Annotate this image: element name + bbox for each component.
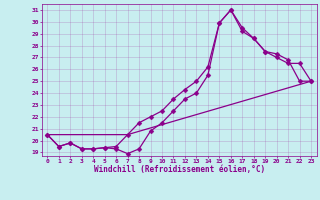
X-axis label: Windchill (Refroidissement éolien,°C): Windchill (Refroidissement éolien,°C) (94, 165, 265, 174)
